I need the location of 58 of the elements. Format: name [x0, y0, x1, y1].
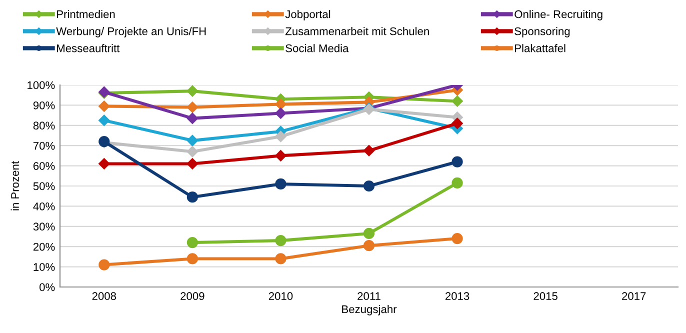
point [186, 112, 198, 124]
legend-label: Jobportal [285, 10, 330, 20]
legend-label: Social Media [286, 44, 349, 52]
point [275, 130, 286, 142]
x-axis-title: Bezugsjahr [342, 304, 397, 316]
legend-label: Werbung/ Projekte an Unis/FH [56, 27, 206, 38]
x-tick-label: 2013 [445, 292, 470, 300]
x-tick-label: 2017 [622, 292, 646, 300]
y-tick-label: 90% [33, 101, 55, 110]
point [452, 118, 463, 129]
y-tick-label: 50% [33, 182, 55, 190]
x-tick-label: 2011 [358, 292, 380, 300]
x-tick-label: 2009 [180, 292, 204, 300]
point [275, 150, 286, 162]
point [363, 228, 375, 240]
point [186, 158, 198, 170]
y-tick-label: 70% [33, 142, 55, 150]
y-tick-label: 60% [33, 162, 55, 170]
legend-label: Messeauftritt [57, 44, 120, 52]
y-axis-title: in Prozent [10, 161, 19, 210]
point [363, 240, 375, 252]
point [98, 158, 110, 170]
y-tick-label: 80% [33, 122, 55, 130]
legend-label: Printmedien [57, 10, 115, 18]
point [275, 98, 286, 110]
y-tick-label: 40% [33, 202, 55, 210]
point [98, 114, 110, 126]
y-tick-label: 20% [33, 242, 55, 251]
point [363, 145, 375, 156]
y-tick-label: 100% [28, 81, 55, 90]
point [363, 180, 375, 192]
x-tick-label: 2010 [268, 292, 293, 300]
legend-label: Plakattafel [515, 44, 566, 52]
point [275, 178, 286, 190]
y-tick-label: 30% [33, 222, 55, 231]
point [452, 177, 463, 189]
point [186, 192, 198, 203]
point [98, 100, 110, 112]
legend-label: Sponsoring [514, 27, 570, 38]
point [186, 237, 198, 248]
point [186, 102, 198, 113]
legend-label: Zusammenarbeit mit Schulen [285, 27, 429, 36]
point [98, 259, 110, 270]
x-tick-label: 2015 [534, 292, 558, 300]
point [186, 85, 198, 97]
point [452, 156, 463, 168]
legend-label: Online- Recruiting [514, 10, 602, 20]
point [275, 108, 286, 119]
point [186, 134, 198, 146]
point [275, 234, 286, 246]
y-tick-label: 0% [40, 283, 55, 292]
point [186, 146, 198, 158]
point [452, 96, 463, 107]
point [452, 232, 463, 244]
x-tick-label: 2008 [92, 292, 116, 300]
point [275, 253, 286, 264]
point [186, 253, 198, 264]
y-tick-label: 10% [34, 263, 55, 271]
